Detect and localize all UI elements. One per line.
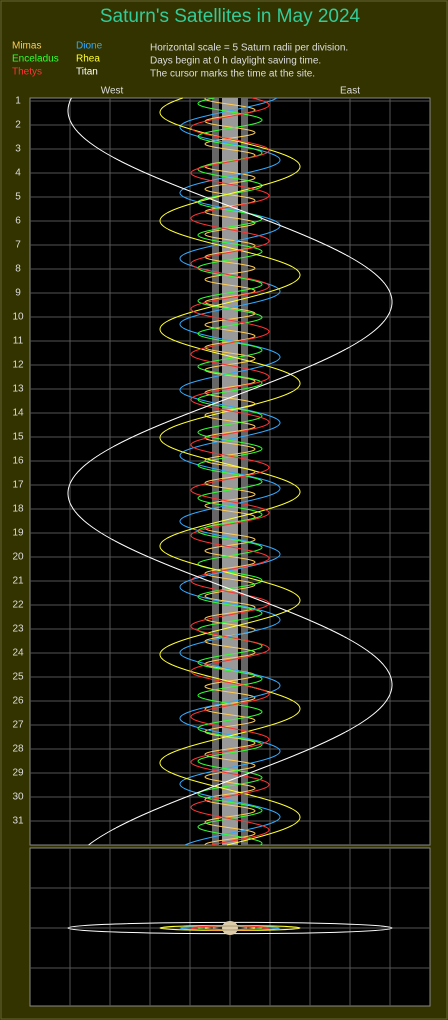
day-label: 29 — [12, 768, 24, 779]
day-label: 13 — [12, 384, 24, 395]
day-label: 26 — [12, 696, 24, 707]
ring — [212, 925, 248, 931]
day-label: 14 — [12, 408, 24, 419]
day-label: 30 — [12, 792, 24, 803]
day-label: 12 — [12, 360, 24, 371]
day-label: 22 — [12, 600, 24, 611]
legend-entry: Enceladus — [12, 54, 59, 65]
legend-entry: Titan — [76, 67, 98, 78]
day-label: 4 — [15, 168, 21, 179]
day-label: 28 — [12, 744, 24, 755]
orbit-curve — [190, 97, 270, 846]
note: Horizontal scale = 5 Saturn radii per di… — [150, 43, 348, 54]
day-label: 2 — [15, 120, 21, 131]
day-label: 3 — [15, 144, 21, 155]
day-label: 8 — [15, 264, 21, 275]
day-label: 5 — [15, 192, 21, 203]
day-label: 1 — [15, 96, 21, 107]
day-label: 20 — [12, 552, 24, 563]
day-label: 27 — [12, 720, 24, 731]
day-label: 9 — [15, 288, 21, 299]
orbit-curve — [179, 97, 281, 846]
legend-entry: Thetys — [12, 67, 42, 78]
day-label: 11 — [13, 336, 24, 347]
day-label: 24 — [12, 648, 24, 659]
west-label: West — [101, 86, 124, 97]
day-label: 18 — [12, 504, 24, 515]
title: Saturn's Satellites in May 2024 — [100, 6, 361, 27]
note: Days begin at 0 h daylight saving time. — [150, 56, 321, 67]
legend-entry: Mimas — [12, 41, 41, 52]
orbit-curve — [159, 97, 301, 846]
day-label: 19 — [12, 528, 24, 539]
legend-entry: Dione — [76, 41, 103, 52]
day-label: 7 — [15, 240, 21, 251]
day-label: 31 — [12, 816, 24, 827]
day-label: 25 — [12, 672, 24, 683]
orbit-curve — [67, 97, 393, 846]
day-label: 10 — [12, 312, 24, 323]
day-label: 6 — [15, 216, 21, 227]
day-label: 23 — [12, 624, 24, 635]
legend-entry: Rhea — [76, 54, 100, 65]
day-label: 21 — [12, 576, 24, 587]
east-label: East — [340, 86, 360, 97]
day-label: 17 — [12, 480, 24, 491]
day-label: 16 — [12, 456, 24, 467]
orbit-curve — [197, 97, 263, 846]
saturn — [222, 921, 238, 935]
day-label: 15 — [12, 432, 24, 443]
note: The cursor marks the time at the site. — [150, 69, 315, 80]
